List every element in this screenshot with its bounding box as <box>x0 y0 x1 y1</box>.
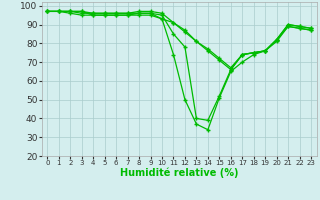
X-axis label: Humidité relative (%): Humidité relative (%) <box>120 168 238 178</box>
